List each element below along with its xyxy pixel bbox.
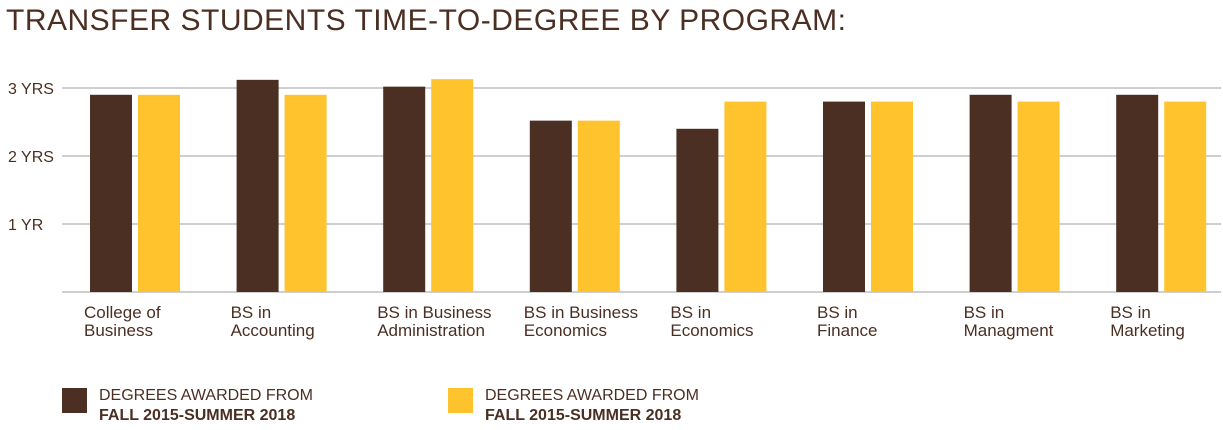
x-tick-label: BS in Marketing bbox=[1110, 303, 1185, 340]
bar-series-2 bbox=[431, 79, 474, 292]
x-tick-label: BS in Accounting bbox=[231, 303, 315, 340]
x-tick-label: BS in Business Economics bbox=[524, 303, 638, 340]
bar-series-2 bbox=[724, 101, 767, 292]
bar-series-1 bbox=[529, 120, 572, 292]
legend-item-series-2: DEGREES AWARDED FROM FALL 2015-SUMMER 20… bbox=[448, 386, 699, 426]
x-tick-label: BS in Finance bbox=[817, 303, 877, 340]
y-tick-label: 1 YR bbox=[8, 217, 43, 234]
x-tick-label-line: BS in Business bbox=[377, 303, 491, 322]
bar-series-1 bbox=[383, 86, 426, 292]
bar-series-2 bbox=[1164, 101, 1207, 292]
x-tick-label: College of Business bbox=[84, 303, 161, 340]
x-tick-label: BS in Economics bbox=[670, 303, 753, 340]
chart-title: TRANSFER STUDENTS TIME-TO-DEGREE BY PROG… bbox=[6, 4, 847, 37]
x-tick-label-line: Business bbox=[84, 321, 153, 340]
bar-series-1 bbox=[1116, 94, 1159, 292]
x-tick-label-line: Economics bbox=[524, 321, 607, 340]
y-tick-label: 3 YRS bbox=[8, 81, 54, 98]
legend-swatch-series-1 bbox=[62, 388, 87, 413]
x-tick-label-line: Accounting bbox=[231, 321, 315, 340]
legend-line1-series-1: DEGREES AWARDED FROM bbox=[99, 387, 313, 404]
bar-series-1 bbox=[823, 101, 865, 292]
legend-line2-series-2: FALL 2015-SUMMER 2018 bbox=[485, 407, 682, 424]
x-tick-label-line: BS in bbox=[670, 303, 711, 322]
x-tick-label-line: Marketing bbox=[1110, 321, 1185, 340]
x-tick-label-line: BS in bbox=[817, 303, 858, 322]
legend-line2-series-1: FALL 2015-SUMMER 2018 bbox=[99, 407, 296, 424]
x-tick-label-line: Managment bbox=[964, 321, 1054, 340]
x-tick-label-line: Administration bbox=[377, 321, 485, 340]
x-tick-label: BS in Business Administration bbox=[377, 303, 491, 340]
bar-series-1 bbox=[969, 94, 1012, 292]
x-tick-label-line: Economics bbox=[670, 321, 753, 340]
bar-series-1 bbox=[676, 128, 719, 292]
legend-item-series-1: DEGREES AWARDED FROM FALL 2015-SUMMER 20… bbox=[62, 386, 313, 426]
bar-series-2 bbox=[577, 120, 620, 292]
legend-line1-series-2: DEGREES AWARDED FROM bbox=[485, 387, 699, 404]
y-tick-label: 2 YRS bbox=[8, 149, 54, 166]
x-tick-label-line: BS in Business bbox=[524, 303, 638, 322]
legend-label-series-2: DEGREES AWARDED FROM FALL 2015-SUMMER 20… bbox=[485, 386, 699, 426]
bar-series-2 bbox=[284, 94, 327, 292]
bar-series-2 bbox=[138, 94, 180, 292]
x-tick-label-line: College of bbox=[84, 303, 161, 322]
bar-series-2 bbox=[1017, 101, 1060, 292]
legend-label-series-1: DEGREES AWARDED FROM FALL 2015-SUMMER 20… bbox=[99, 386, 313, 426]
x-tick-label-line: Finance bbox=[817, 321, 877, 340]
bar-series-1 bbox=[236, 79, 279, 292]
bar-series-1 bbox=[90, 94, 132, 292]
x-tick-label-line: BS in bbox=[231, 303, 272, 322]
bar-series-2 bbox=[871, 101, 913, 292]
x-tick-label-line: BS in bbox=[964, 303, 1005, 322]
x-tick-label-line: BS in bbox=[1110, 303, 1151, 322]
x-tick-label: BS in Managment bbox=[964, 303, 1054, 340]
legend-swatch-series-2 bbox=[448, 388, 473, 413]
